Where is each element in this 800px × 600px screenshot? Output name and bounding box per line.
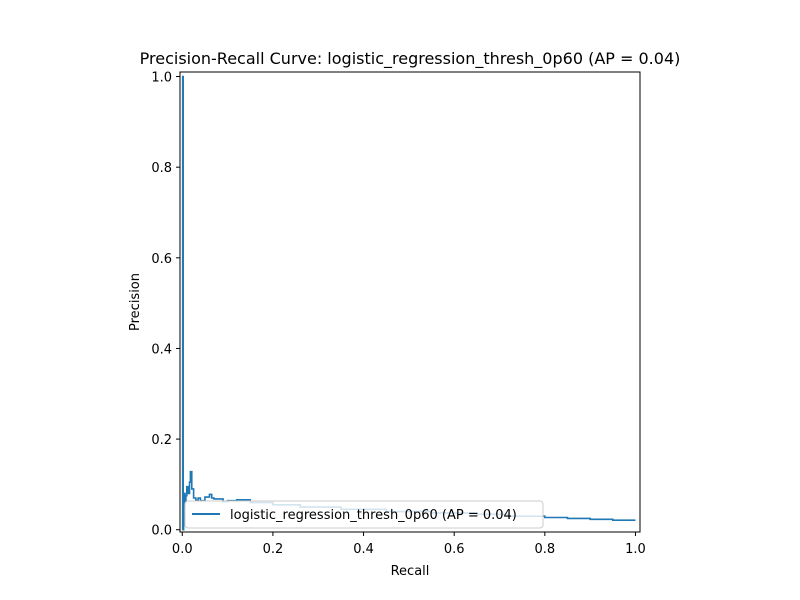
legend-box [184,500,544,529]
x-axis-ticks: 0.0 0.2 0.4 0.6 0.8 1.0 [172,532,646,557]
x-tick-label: 0.6 [444,542,465,557]
y-tick-label: 1.0 [151,71,172,86]
legend: logistic_regression_thresh_0p60 (AP = 0.… [184,500,544,529]
legend-entry: logistic_regression_thresh_0p60 (AP = 0.… [230,508,517,523]
y-axis-ticks: 0.0 0.2 0.4 0.6 0.8 1.0 [151,71,180,539]
plot-area [180,72,640,532]
chart-title: Precision-Recall Curve: logistic_regress… [140,49,681,69]
x-tick-label: 0.4 [353,542,374,557]
x-tick-label: 0.2 [263,542,284,557]
y-tick-label: 0.6 [151,252,172,267]
x-axis-label: Recall [391,564,430,579]
x-tick-label: 0.8 [534,542,555,557]
y-tick-label: 0.0 [151,524,172,539]
x-tick-label: 1.0 [625,542,646,557]
y-axis-label: Precision [128,273,143,331]
y-tick-label: 0.2 [151,433,172,448]
y-tick-label: 0.4 [151,342,172,357]
y-tick-label: 0.8 [151,161,172,176]
plot-frame [179,71,641,533]
x-tick-label: 0.0 [172,542,193,557]
